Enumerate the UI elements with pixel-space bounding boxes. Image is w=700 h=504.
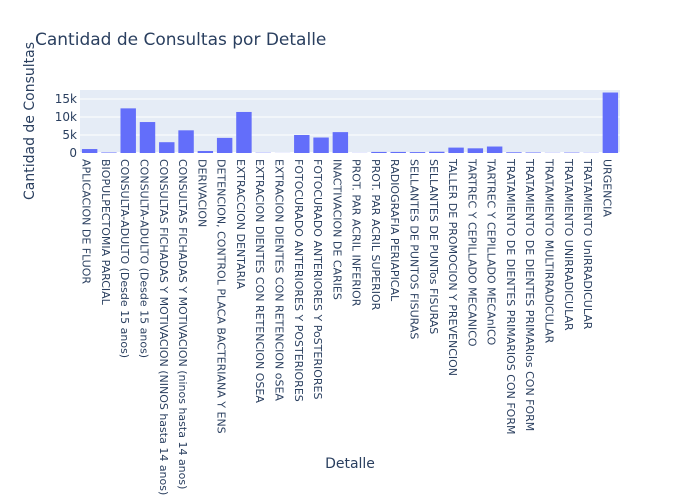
x-tick-label: FOTOCURADO ANTERIORES Y PoSTERIORES xyxy=(311,159,324,399)
x-tick-label: EXTRACION DIENTES CON RETENCION OSEA xyxy=(253,159,266,403)
x-tick-label: RADIOGRAFIA PERIAPICAL xyxy=(388,159,401,302)
x-tick-label: EXTRACION DIENTES CON RETENCION oSEA xyxy=(273,159,286,401)
x-axis-title: Detalle xyxy=(325,456,375,472)
y-tick-label: 0 xyxy=(69,146,77,160)
x-tick-label: DERIVACION xyxy=(195,159,208,227)
bar[interactable] xyxy=(391,152,406,153)
bar[interactable] xyxy=(313,138,328,153)
x-tick-label: CONSULTAS FICHADAS Y MOTIVACION (ninos h… xyxy=(176,159,189,489)
x-tick-label: TRATAMIENTO DE DIENTES PRIMARIOS CON FOR… xyxy=(504,158,517,434)
bar[interactable] xyxy=(506,152,521,153)
bar[interactable] xyxy=(487,147,502,153)
bar[interactable] xyxy=(526,152,541,153)
x-tick-label: FOTOCURADO ANTERIORES Y POSTERIORES xyxy=(292,159,305,402)
x-tick-labels: APLICACION DE FLUOR BIOPULPECTOMIA PARCIA… xyxy=(80,158,614,495)
bar[interactable] xyxy=(198,151,213,153)
x-tick-label: PROT. PAR ACRIL SUPERIOR xyxy=(369,159,382,311)
bar[interactable] xyxy=(140,122,155,153)
y-tick-label: 15k xyxy=(55,92,77,106)
bar[interactable] xyxy=(448,148,463,153)
bar[interactable] xyxy=(468,148,483,153)
bar[interactable] xyxy=(217,138,232,153)
bar[interactable] xyxy=(82,149,97,153)
bar[interactable] xyxy=(410,152,425,153)
bar[interactable] xyxy=(178,130,193,153)
x-tick-label: TRATAMIENTO UNIRRADICULAR xyxy=(562,158,575,331)
x-tick-label: PROT. PAR ACRIL INFERIOR xyxy=(350,159,363,307)
y-tick-label: 5k xyxy=(62,128,77,142)
y-axis-title: Cantidad de Consultas xyxy=(22,42,38,200)
bar[interactable] xyxy=(371,152,386,153)
bar[interactable] xyxy=(236,112,251,153)
x-tick-label: INACTIVACION DE CARIES xyxy=(330,159,343,300)
bar[interactable] xyxy=(101,152,116,153)
x-tick-label: APLICACION DE FLUOR xyxy=(80,159,93,284)
bar[interactable] xyxy=(603,93,618,153)
x-tick-label: CONSULTAS FICHADAS Y MOTIVACION (NINOS h… xyxy=(157,159,170,495)
y-tick-label: 10k xyxy=(55,110,77,124)
bar[interactable] xyxy=(429,152,444,153)
x-tick-label: DETENCION, CONTROL PLACA BACTERIANA Y EN… xyxy=(215,159,228,434)
x-tick-label: TALLER DE PROMOCION Y PREVENCION xyxy=(446,158,459,376)
x-tick-label: CONSULTA-ADULTO (Desde 15 anos) xyxy=(118,159,131,358)
y-tick-labels: 0 5k 10k 15k xyxy=(55,92,77,160)
x-tick-label: TRATAMIENTO UnIRRADICULAR xyxy=(581,158,594,330)
chart-title: Cantidad de Consultas por Detalle xyxy=(35,30,326,50)
bar[interactable] xyxy=(121,108,136,153)
x-tick-label: BIOPULPECTOMIA PARCIAL xyxy=(99,159,112,306)
x-tick-label: URGENCIA xyxy=(600,159,613,217)
x-tick-label: TARTREC Y CEPILLADO MECAnICO xyxy=(485,158,498,346)
bar[interactable] xyxy=(333,132,348,153)
x-tick-label: TARTREC Y CEPILLADO MECANICO xyxy=(465,158,478,347)
x-tick-label: SELLANTES DE PUNTOS FISURAS xyxy=(408,159,421,339)
bar[interactable] xyxy=(159,142,174,153)
x-tick-label: TRATAMIENTO MULTIRRADICULAR xyxy=(543,158,556,344)
bar[interactable] xyxy=(294,135,309,153)
x-tick-label: CONSULTA-ADULTO (Desde 15 anos) xyxy=(138,159,151,358)
x-tick-label: TRATAMIENTO DE DIENTES PRIMARIos CON FOR… xyxy=(523,158,536,431)
x-tick-label: EXTRACCION DENTARIA xyxy=(234,159,247,289)
x-tick-label: SELLANTES DE PUNTos FISURAS xyxy=(427,159,440,334)
